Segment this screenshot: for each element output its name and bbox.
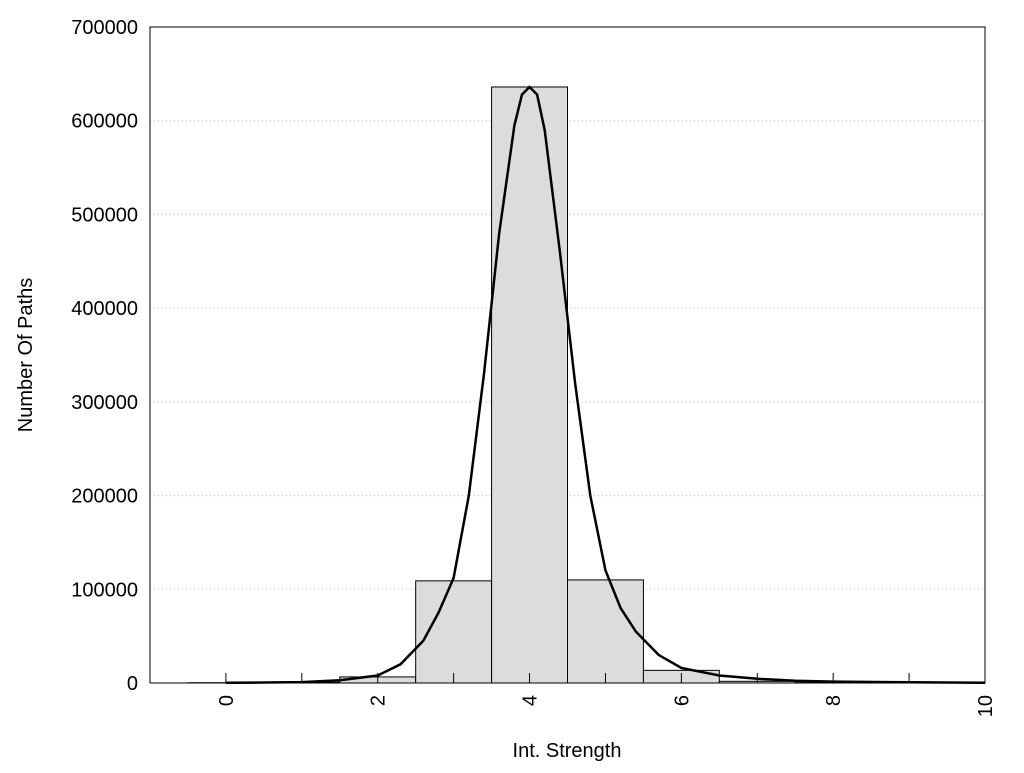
x-tick-label: 10 <box>975 695 997 717</box>
x-tick-label: 4 <box>520 695 542 706</box>
y-tick-label: 700000 <box>71 17 138 39</box>
x-tick-label: 0 <box>216 695 238 706</box>
bars <box>188 87 947 683</box>
y-tick-label: 500000 <box>71 204 138 226</box>
y-tick-label: 600000 <box>71 111 138 133</box>
histogram-bar <box>568 580 644 683</box>
y-tick-label: 100000 <box>71 579 138 601</box>
histogram-bar <box>492 87 568 683</box>
x-axis-label: Int. Strength <box>513 740 622 762</box>
y-tick-label: 200000 <box>71 486 138 508</box>
x-tick-label: 6 <box>671 695 693 706</box>
y-axis-label: Number Of Paths <box>15 278 37 433</box>
y-tick-label: 300000 <box>71 392 138 414</box>
y-tick-label: 400000 <box>71 298 138 320</box>
x-tick-label: 8 <box>823 695 845 706</box>
x-tick-label: 2 <box>368 695 390 706</box>
y-tick-label: 0 <box>127 673 138 695</box>
